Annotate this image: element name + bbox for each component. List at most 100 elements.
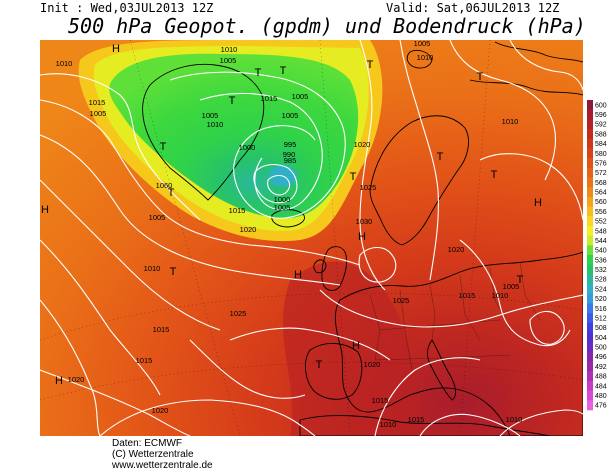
isobar-label: 1020: [364, 360, 381, 369]
isobar-label: 1010: [144, 264, 161, 273]
legend-tick: 556: [595, 209, 607, 216]
isobar-label: 1015: [261, 94, 278, 103]
legend-swatch: [587, 109, 593, 120]
low-pressure-marker: T: [367, 59, 374, 71]
legend-tick: 480: [595, 393, 607, 400]
isobar-label: 985: [284, 156, 297, 165]
legend-tick: 504: [595, 335, 607, 342]
legend-swatch: [587, 322, 593, 333]
legend-tick: 536: [595, 257, 607, 264]
isobar-label: 995: [284, 140, 297, 149]
legend-swatch: [587, 100, 593, 110]
legend-tick: 492: [595, 364, 607, 371]
isobar-label: 1025: [393, 296, 410, 305]
legend-swatch: [587, 390, 593, 401]
valid-time-label: Valid: Sat,06JUL2013 12Z: [386, 1, 560, 15]
legend-tick-labels: 600 596 592 588 584 580 576 572 568 564 560 556 552 5…: [595, 102, 607, 409]
init-time-label: Init : Wed,03JUL2013 12Z: [40, 1, 214, 15]
pressure-centers: H H H H H H H T T T T T T T T T T T T T: [41, 43, 542, 387]
legend-tick: 560: [595, 199, 607, 206]
legend-swatch: [587, 167, 593, 178]
isobar-label: 1005: [220, 56, 237, 65]
isobar-label: 1000: [239, 143, 256, 152]
isobar-label: 1060: [156, 181, 173, 190]
isobar-label: 1025: [360, 183, 377, 192]
isobar-label: 1015: [136, 356, 153, 365]
isobar-label: 1010: [56, 59, 73, 68]
legend-swatch: [587, 400, 593, 411]
website-link[interactable]: www.wetterzentrale.de: [112, 460, 213, 471]
isobar-label: 1005: [202, 111, 219, 120]
legend-swatch: [587, 245, 593, 256]
legend-tick: 592: [595, 122, 607, 129]
legend-swatch: [587, 284, 593, 295]
legend-tick: 496: [595, 354, 607, 361]
low-pressure-marker: T: [170, 266, 177, 278]
isobar-label: 1005: [90, 109, 107, 118]
isobar-label: 990: [283, 150, 296, 159]
legend-color-bars: [587, 100, 593, 411]
legend-tick: 588: [595, 131, 607, 138]
isobar-label: 1005: [503, 282, 520, 291]
isobar-label: 1025: [230, 309, 247, 318]
low-pressure-marker: T: [491, 169, 498, 181]
legend-tick: 500: [595, 345, 607, 352]
isobar-label: 1005: [274, 203, 291, 212]
isobar-label: 1010: [417, 53, 434, 62]
isobar-label: 1015: [408, 415, 425, 424]
isobar-label: 1005: [292, 92, 309, 101]
legend-tick: 580: [595, 151, 607, 158]
isobar-label: 1010: [207, 120, 224, 129]
legend-swatch: [587, 264, 593, 275]
coastlines: [142, 41, 583, 436]
legend-tick: 516: [595, 306, 607, 313]
legend-tick: 524: [595, 286, 607, 293]
legend-swatch: [587, 225, 593, 236]
low-pressure-marker: T: [160, 141, 167, 153]
low-pressure-marker: T: [316, 359, 323, 371]
isobar-label: 1015: [153, 325, 170, 334]
legend-tick: 564: [595, 190, 607, 197]
low-pressure-marker: T: [517, 274, 524, 286]
high-pressure-marker: H: [358, 231, 366, 243]
legend-swatch: [587, 187, 593, 198]
legend-swatch: [587, 196, 593, 207]
legend-tick: 568: [595, 180, 607, 187]
legend-swatch: [587, 351, 593, 362]
legend-swatch: [587, 371, 593, 382]
legend-tick: 600: [595, 102, 607, 109]
legend-swatch: [587, 216, 593, 227]
legend-tick: 512: [595, 315, 607, 322]
isobar-label: 1020: [240, 225, 257, 234]
legend-swatch: [587, 332, 593, 343]
legend-swatch: [587, 138, 593, 149]
isobar-label: 1015: [459, 291, 476, 300]
map-title: 500 hPa Geopot. (gpdm) und Bodendruck (h…: [68, 14, 586, 38]
legend-swatch: [587, 303, 593, 314]
isobar-label: 1020: [68, 375, 85, 384]
isobar-label: 1015: [89, 98, 106, 107]
isobar-label: 1015: [372, 396, 389, 405]
low-pressure-marker: T: [280, 65, 287, 77]
legend-tick: 484: [595, 383, 607, 390]
isobar-label: 1020: [354, 140, 371, 149]
legend-swatch: [587, 206, 593, 217]
legend-swatch: [587, 129, 593, 140]
legend-swatch: [587, 177, 593, 188]
legend-tick: 596: [595, 112, 607, 119]
isobar-label: 1000: [274, 195, 291, 204]
low-pressure-marker: T: [477, 71, 484, 83]
isobar-label: 1010: [492, 291, 509, 300]
color-scale-legend: 600 596 592 588 584 580 576 572 568 564 560 556 552 5…: [587, 100, 607, 411]
data-source-label: Daten: ECMWF: [112, 438, 183, 449]
legend-tick: 520: [595, 296, 607, 303]
isobar-label: 1010: [502, 117, 519, 126]
legend-swatch: [587, 119, 593, 130]
legend-swatch: [587, 274, 593, 285]
legend-tick: 544: [595, 238, 607, 245]
low-pressure-marker: T: [437, 151, 444, 163]
isobar-label: 1005: [414, 40, 431, 48]
high-pressure-marker: H: [294, 269, 302, 281]
